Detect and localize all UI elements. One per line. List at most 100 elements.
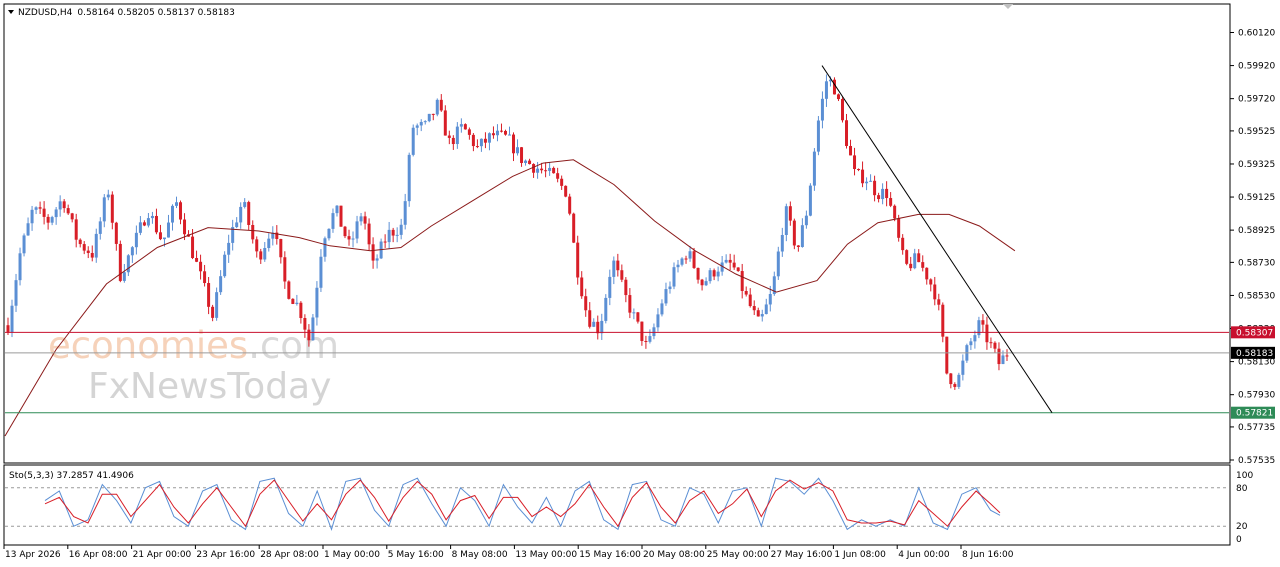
candle-body xyxy=(70,213,74,220)
candle-body xyxy=(792,220,796,246)
candle-body xyxy=(732,262,736,268)
candle-body xyxy=(644,341,648,343)
candle-body xyxy=(600,320,604,334)
candle-body xyxy=(447,135,451,138)
candle-body xyxy=(491,133,495,136)
candle-body xyxy=(459,124,463,127)
candle-body xyxy=(508,134,511,136)
candle-body xyxy=(227,242,231,255)
candle-body xyxy=(239,206,243,223)
candle-body xyxy=(106,194,110,198)
candle-body xyxy=(608,276,612,298)
candle-body xyxy=(126,255,130,273)
candle-body xyxy=(255,239,259,252)
candle-body xyxy=(756,310,760,317)
candle-body xyxy=(840,99,844,121)
support-level-tag-label: 0.57821 xyxy=(1236,409,1273,419)
candle-body xyxy=(796,245,800,247)
candle-body xyxy=(528,160,532,165)
candle-body xyxy=(889,198,893,206)
candle-body xyxy=(74,219,78,240)
candle-body xyxy=(339,205,343,227)
price-axis: 0.60120 0.59920 0.59720 0.59525 0.59325 0.591… xyxy=(1230,29,1275,466)
candle-body xyxy=(50,217,54,223)
candle-body xyxy=(343,226,347,237)
candle-body xyxy=(941,304,945,337)
candle-body xyxy=(784,206,788,236)
candle-body xyxy=(142,222,146,226)
candle-body xyxy=(195,257,199,262)
candle-body xyxy=(696,267,700,280)
candle-body xyxy=(150,215,154,219)
time-tick-label: 15 May 16:00 xyxy=(579,550,641,560)
candle-body xyxy=(568,196,572,214)
indicator-pane xyxy=(3,464,1231,546)
candle-body xyxy=(38,207,42,209)
candle-body xyxy=(499,130,503,132)
candle-body xyxy=(1001,355,1005,365)
watermark-line2: FxNewsToday xyxy=(88,366,331,407)
candle-body xyxy=(832,79,836,95)
candle-body xyxy=(989,342,993,344)
candle-body xyxy=(419,121,423,126)
stoch-scale-label: 80 xyxy=(1236,484,1248,494)
candle-body xyxy=(110,194,114,223)
watermark-line1a: economies xyxy=(48,324,248,367)
time-tick-label: 28 Apr 08:00 xyxy=(260,550,319,560)
shift-marker-icon[interactable] xyxy=(1003,4,1013,9)
candle-body xyxy=(463,124,467,130)
candle-body xyxy=(251,224,255,240)
candle-body xyxy=(30,209,34,224)
candle-body xyxy=(203,271,207,284)
candles xyxy=(6,74,1009,390)
time-tick-label: 20 May 08:00 xyxy=(643,550,705,560)
candle-body xyxy=(969,341,973,346)
candle-body xyxy=(363,216,367,224)
price-tick-label: 0.57735 xyxy=(1238,423,1275,433)
candle-body xyxy=(467,129,471,135)
candle-body xyxy=(724,259,728,263)
candle-body xyxy=(66,208,70,214)
support-level-tag xyxy=(1231,406,1275,419)
price-tick-label: 0.59920 xyxy=(1238,62,1275,72)
svg-text:NZDUSD,H40.58164 0.58205 0.581: NZDUSD,H4 0.58164 0.58205 0.58137 0.58183 xyxy=(18,8,235,18)
candle-body xyxy=(704,281,708,286)
candle-body xyxy=(495,130,499,136)
candle-body xyxy=(740,271,744,291)
time-tick-label: 8 Jun 16:00 xyxy=(962,550,1014,560)
symbol-label: NZDUSD,H4 xyxy=(18,8,73,18)
candle-body xyxy=(427,113,431,122)
candle-body xyxy=(849,145,853,156)
candle-body xyxy=(949,373,953,385)
candle-body xyxy=(82,244,86,251)
candle-body xyxy=(154,215,158,233)
candle-body xyxy=(403,201,407,225)
candle-body xyxy=(861,169,865,184)
candle-body xyxy=(921,262,925,268)
candle-body xyxy=(395,234,399,236)
candle-body xyxy=(58,201,62,210)
candle-body xyxy=(905,250,909,264)
time-tick-label: 21 Apr 00:00 xyxy=(133,550,192,560)
candle-body xyxy=(179,202,183,220)
current-price-tag xyxy=(1231,346,1275,359)
candle-body xyxy=(138,222,142,233)
time-tick-label: 25 May 00:00 xyxy=(707,550,769,560)
candle-body xyxy=(913,253,917,269)
candle-body xyxy=(612,260,616,277)
current-price-tag-label: 0.58183 xyxy=(1236,349,1273,359)
candle-body xyxy=(808,185,812,216)
candle-body xyxy=(279,238,283,258)
candle-body xyxy=(475,146,479,148)
candle-body xyxy=(62,201,66,209)
candle-body xyxy=(215,292,219,318)
candle-body xyxy=(812,151,816,186)
candle-body xyxy=(387,229,391,243)
candle-body xyxy=(146,218,150,226)
candle-body xyxy=(34,207,38,210)
collapse-triangle-icon[interactable] xyxy=(8,10,14,14)
candle-body xyxy=(22,235,26,254)
candle-body xyxy=(953,384,957,387)
candle-body xyxy=(564,185,568,197)
candle-body xyxy=(375,258,379,261)
